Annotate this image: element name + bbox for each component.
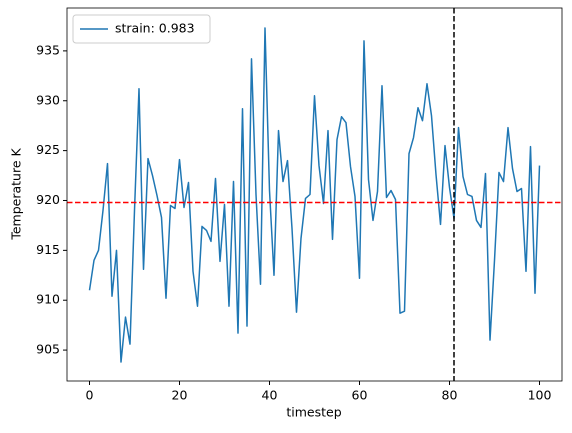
y-tick-label: 920 <box>36 192 60 207</box>
y-tick-label: 925 <box>36 142 60 157</box>
x-tick-label: 100 <box>528 388 552 403</box>
y-tick-label: 935 <box>36 42 60 57</box>
x-tick-label: 80 <box>442 388 458 403</box>
y-tick-label: 905 <box>36 342 60 357</box>
y-tick-label: 910 <box>36 292 60 307</box>
x-tick-label: 20 <box>172 388 188 403</box>
y-tick-label: 930 <box>36 92 60 107</box>
x-axis-label: timestep <box>286 405 341 420</box>
plot-frame <box>66 7 563 382</box>
y-axis-label: Temperature K <box>9 148 24 241</box>
x-tick-label: 60 <box>352 388 368 403</box>
legend-label: strain: 0.983 <box>115 21 195 36</box>
x-tick-label: 0 <box>86 388 94 403</box>
y-tick-label: 915 <box>36 242 60 257</box>
legend-box <box>72 14 211 44</box>
x-tick-label: 40 <box>262 388 278 403</box>
data-line <box>88 27 541 363</box>
